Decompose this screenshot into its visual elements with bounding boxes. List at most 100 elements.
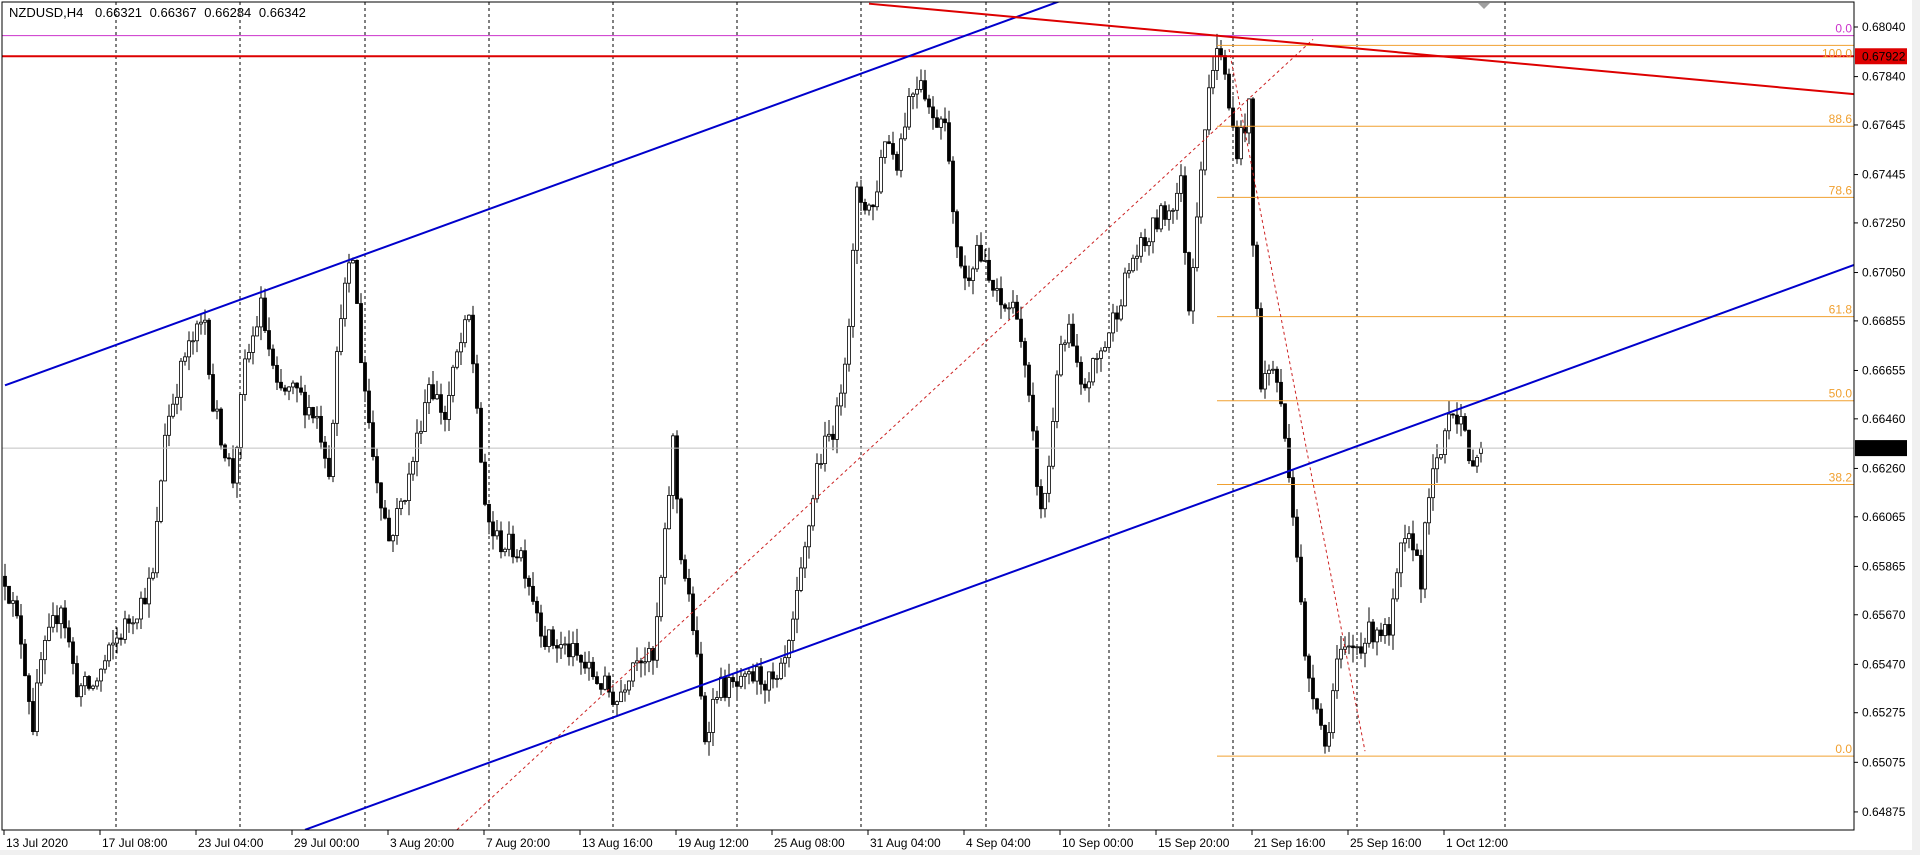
frame-right-strip (1912, 0, 1920, 855)
bull-candle (1263, 373, 1267, 390)
channel-upper-line[interactable] (4, 0, 1854, 387)
bull-candle (1211, 70, 1215, 89)
bear-candle (1387, 624, 1391, 636)
bull-candle (1123, 272, 1127, 307)
bear-candle (535, 600, 539, 614)
bull-candle (983, 259, 987, 262)
bull-candle (427, 384, 431, 404)
bear-candle (1299, 556, 1303, 603)
bull-candle (1447, 413, 1451, 432)
bear-candle (959, 246, 963, 267)
bull-candle (47, 626, 51, 641)
bull-candle (1267, 369, 1271, 374)
bull-candle (623, 689, 627, 693)
bull-candle (415, 432, 419, 462)
fib-trend-line[interactable] (1228, 48, 1366, 752)
bear-candle (575, 643, 579, 656)
bear-candle (443, 411, 447, 420)
bear-candle (947, 122, 951, 162)
bull-candle (843, 363, 847, 394)
bull-candle (59, 607, 63, 625)
bull-candle (739, 675, 743, 687)
bear-candle (683, 559, 687, 579)
bear-candle (271, 348, 275, 366)
bull-candle (1271, 368, 1275, 371)
bull-candle (343, 282, 347, 320)
bull-candle (435, 394, 439, 400)
bull-candle (287, 386, 291, 392)
bear-candle (383, 507, 387, 519)
bull-candle (1327, 732, 1331, 747)
bear-candle (1323, 724, 1327, 747)
price-tick-label: 0.66460 (1862, 412, 1906, 426)
fib-level-label: 78.6 (1829, 183, 1853, 197)
bull-candle (1047, 465, 1051, 494)
bear-candle (211, 374, 215, 412)
bull-candle (1091, 358, 1095, 383)
bear-candle (327, 457, 331, 477)
bull-candle (163, 434, 167, 482)
bull-candle (603, 675, 607, 690)
bull-candle (139, 597, 143, 620)
bear-candle (1467, 429, 1471, 462)
bull-candle (823, 435, 827, 465)
bull-candle (747, 671, 751, 675)
bear-candle (479, 407, 483, 463)
bear-candle (75, 663, 79, 698)
chart-shift-marker-icon[interactable] (1478, 3, 1490, 9)
bull-candle (1383, 624, 1387, 637)
bear-candle (483, 461, 487, 505)
bear-candle (527, 577, 531, 587)
bull-candle (187, 340, 191, 358)
fib-top-trend-line[interactable] (456, 39, 1314, 830)
bear-candle (439, 394, 443, 413)
price-tick-label: 0.66655 (1862, 363, 1906, 377)
bull-candle (707, 732, 711, 743)
bull-candle (155, 521, 159, 574)
bull-candle (423, 402, 427, 432)
bear-candle (1287, 437, 1291, 479)
bear-candle (1115, 312, 1119, 320)
bear-candle (991, 279, 995, 291)
bear-candle (1227, 73, 1231, 109)
bull-candle (1167, 210, 1171, 220)
bear-candle (579, 654, 583, 663)
channel-lower-line[interactable] (304, 263, 1854, 830)
close-value: 0.66342 (259, 5, 306, 20)
resistance-trend-line[interactable] (868, 2, 1854, 96)
bull-candle (103, 660, 107, 670)
bull-candle (655, 616, 659, 661)
time-axis[interactable]: 13 Jul 2020 17 Jul 08:00 23 Jul 04:00 29 Ju… (3, 830, 1508, 850)
bull-candle (903, 126, 907, 140)
bull-candle (1475, 457, 1479, 467)
bull-candle (587, 661, 591, 669)
bull-candle (1347, 645, 1351, 648)
high-value: 0.66367 (150, 5, 197, 20)
price-axis[interactable]: 0.68040 0.67840 0.67645 0.67445 0.67250 0.670… (1854, 20, 1907, 819)
bull-candle (1431, 468, 1435, 499)
bull-candle (307, 407, 311, 416)
bear-candle (7, 585, 11, 604)
bear-candle (87, 676, 91, 689)
bull-candle (1239, 127, 1243, 160)
bear-candle (555, 645, 559, 649)
bull-candle (615, 701, 619, 705)
time-tick-label: 23 Jul 04:00 (198, 836, 264, 850)
bull-candle (1119, 305, 1123, 320)
bull-candle (883, 141, 887, 158)
bull-candle (1395, 572, 1399, 600)
bear-candle (963, 265, 967, 279)
bull-candle (239, 394, 243, 448)
candles (3, 33, 1483, 756)
bull-candle (847, 325, 851, 365)
bull-candle (447, 395, 451, 420)
bull-candle (775, 678, 779, 680)
bear-candle (367, 390, 371, 424)
resistance-price-label-box (1855, 48, 1907, 65)
bull-candle (191, 340, 195, 343)
bull-candle (403, 500, 407, 502)
bull-candle (399, 500, 403, 510)
bull-candle (975, 244, 979, 270)
chart-objects[interactable] (2, 0, 1854, 830)
